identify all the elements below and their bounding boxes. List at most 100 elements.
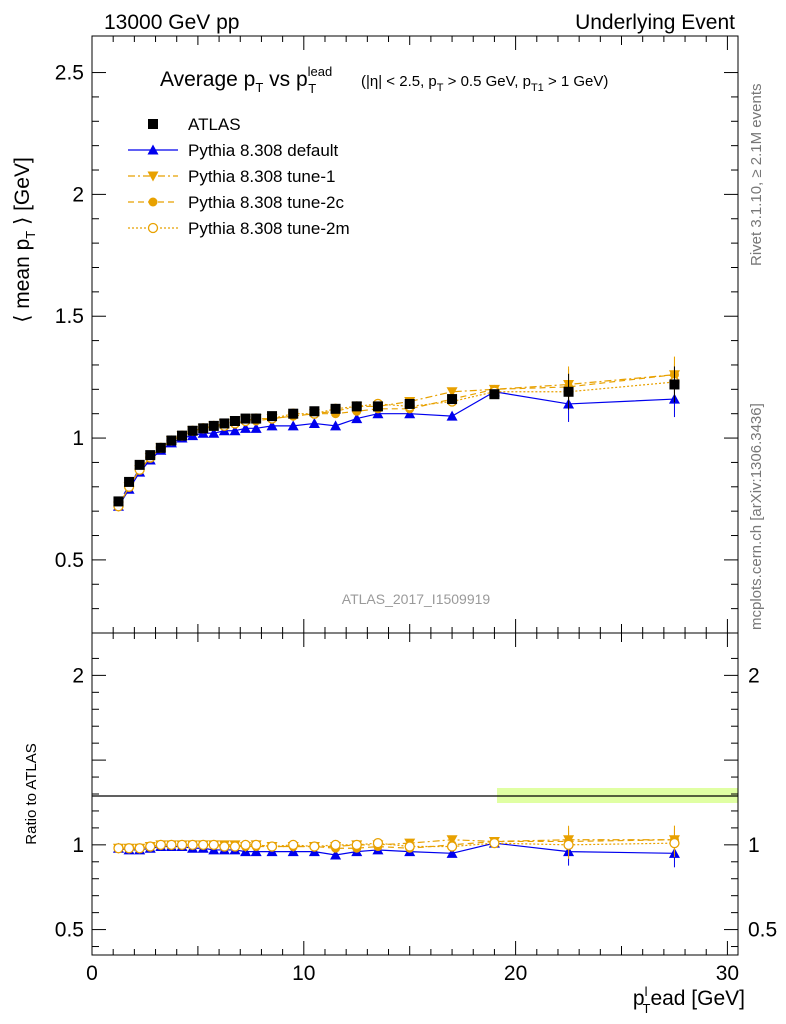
ratio-panel: 0.5 0.5 1 1 2 2 0 10 20 30 Ratio to ATLAS pl Tead… [23,632,777,1016]
title-cut-pt: > 0.5 GeV, p [444,73,531,90]
ratio-data-point [330,849,342,860]
ratio-data-point [123,843,135,854]
main-y-tick-label: 0.5 [55,549,84,572]
ratio-data-point [446,835,458,846]
data-point [229,416,240,427]
ratio-data-point [145,841,156,852]
ratio-data-point [240,839,251,850]
legend-label: Pythia 8.308 tune-1 [188,167,335,186]
data-point [330,403,341,414]
legend-label: Pythia 8.308 default [188,141,339,160]
ratio-y-tick-label-right: 0.5 [748,919,777,942]
main-y-tick-label: 2 [72,183,84,206]
main-panel: 0.511.522.5 Average pT vs plead T (|η| < … [11,35,739,634]
x-tick-label: 20 [504,962,527,985]
title-cut-sub1: T [437,82,444,94]
title-lead-subscript: T [308,81,316,96]
ylabel-pre: ⟨ mean p [11,239,34,323]
ratio-x-tick-labels: 0 10 20 30 [86,962,739,985]
ratio-data-point [330,839,341,850]
ratio-y-tick-label: 2 [72,664,84,687]
ratio-x-ticks [91,633,728,955]
ratio-y-tick-labels: 0.5 0.5 1 1 2 2 [55,664,777,941]
data-point [177,430,188,441]
data-point [563,386,574,397]
x-axis-label: pl Tead [GeV] [633,984,745,1016]
xlabel-pre: p [633,987,645,1010]
xlabel-sub: T [642,1001,650,1016]
ratio-y-axis-label: Ratio to ATLAS [23,743,40,844]
ratio-data-point [187,839,198,850]
data-point [219,418,230,429]
main-y-tick-label: 2.5 [55,62,84,85]
main-y-tick-label: 1 [72,427,84,450]
ratio-series-0 [112,837,680,868]
data-point [187,425,198,436]
title-cut-sub2: T1 [531,82,544,94]
main-series-group [112,356,680,512]
data-point [372,401,383,412]
ratio-data-point [446,847,458,858]
data-point [308,417,320,428]
ratio-y-tick-label: 0.5 [55,919,84,942]
ratio-data-point [219,841,230,852]
ratio-data-point [198,839,209,850]
ratio-data-point [229,841,241,852]
main-y-tick-labels: 0.5 1 1.5 2 2.5 [55,62,84,572]
data-point [155,442,166,453]
data-point [267,411,278,422]
data-point [489,389,500,400]
data-point [198,423,209,434]
data-point [446,410,458,421]
title-lead-superscript: lead [308,64,333,79]
data-point [240,413,251,424]
x-tick-label: 30 [716,962,739,985]
x-tick-label: 10 [292,962,315,985]
title-pt-subscript: T [255,80,263,95]
main-y-ticks [92,72,738,610]
main-y-axis-label: ⟨ mean pT ⟩ [GeV] [11,157,38,323]
ratio-data-point [266,841,278,852]
chart-title: Average pT vs plead T [160,64,332,96]
chart-title-cuts: (|η| < 2.5, pT > 0.5 GeV, pT1 > 1 GeV) [361,73,608,94]
ratio-y-ticks [92,657,738,948]
legend-entry: Pythia 8.308 tune-2m [128,219,350,238]
legend-label: ATLAS [188,115,241,134]
legend-label: Pythia 8.308 tune-2m [188,219,350,238]
legend: ATLAS Pythia 8.308 default Pythia 8.308 tu… [128,115,350,238]
legend-entry: Pythia 8.308 tune-2c [128,193,344,212]
title-cut-eta: (|η| < 2.5, p [361,73,437,90]
data-point [288,408,299,419]
ratio-data-point [309,841,320,852]
title-average-pt: Average p [160,68,255,91]
legend-marker [148,119,158,129]
ratio-data-point [351,839,362,850]
data-point [134,459,145,470]
data-point [447,394,458,405]
data-point [229,425,241,436]
ratio-data-point [113,843,124,854]
x-tick-label: 0 [86,962,98,985]
data-point [330,420,342,431]
series-line [117,374,675,507]
main-y-tick-label: 1.5 [55,305,84,328]
xlabel-sup: l [645,984,648,999]
ratio-data-point [288,839,299,850]
ratio-data-point [176,839,188,850]
ratio-series-1 [112,825,680,854]
ylabel-sub: T [23,231,38,239]
data-point [351,413,363,424]
legend-entry: Pythia 8.308 default [128,141,339,160]
header-left: 13000 GeV pp [104,11,239,34]
title-vs-pt: vs p [263,68,307,91]
data-point [309,406,320,417]
ratio-data-point [134,843,145,854]
main-x-ticks [91,36,728,633]
data-point [113,496,124,507]
series-line [117,374,675,507]
ratio-data-point [563,839,574,850]
legend-marker [147,144,159,155]
data-point [250,422,262,433]
header-right: Underlying Event [575,11,735,34]
ratio-data-point [250,846,262,857]
